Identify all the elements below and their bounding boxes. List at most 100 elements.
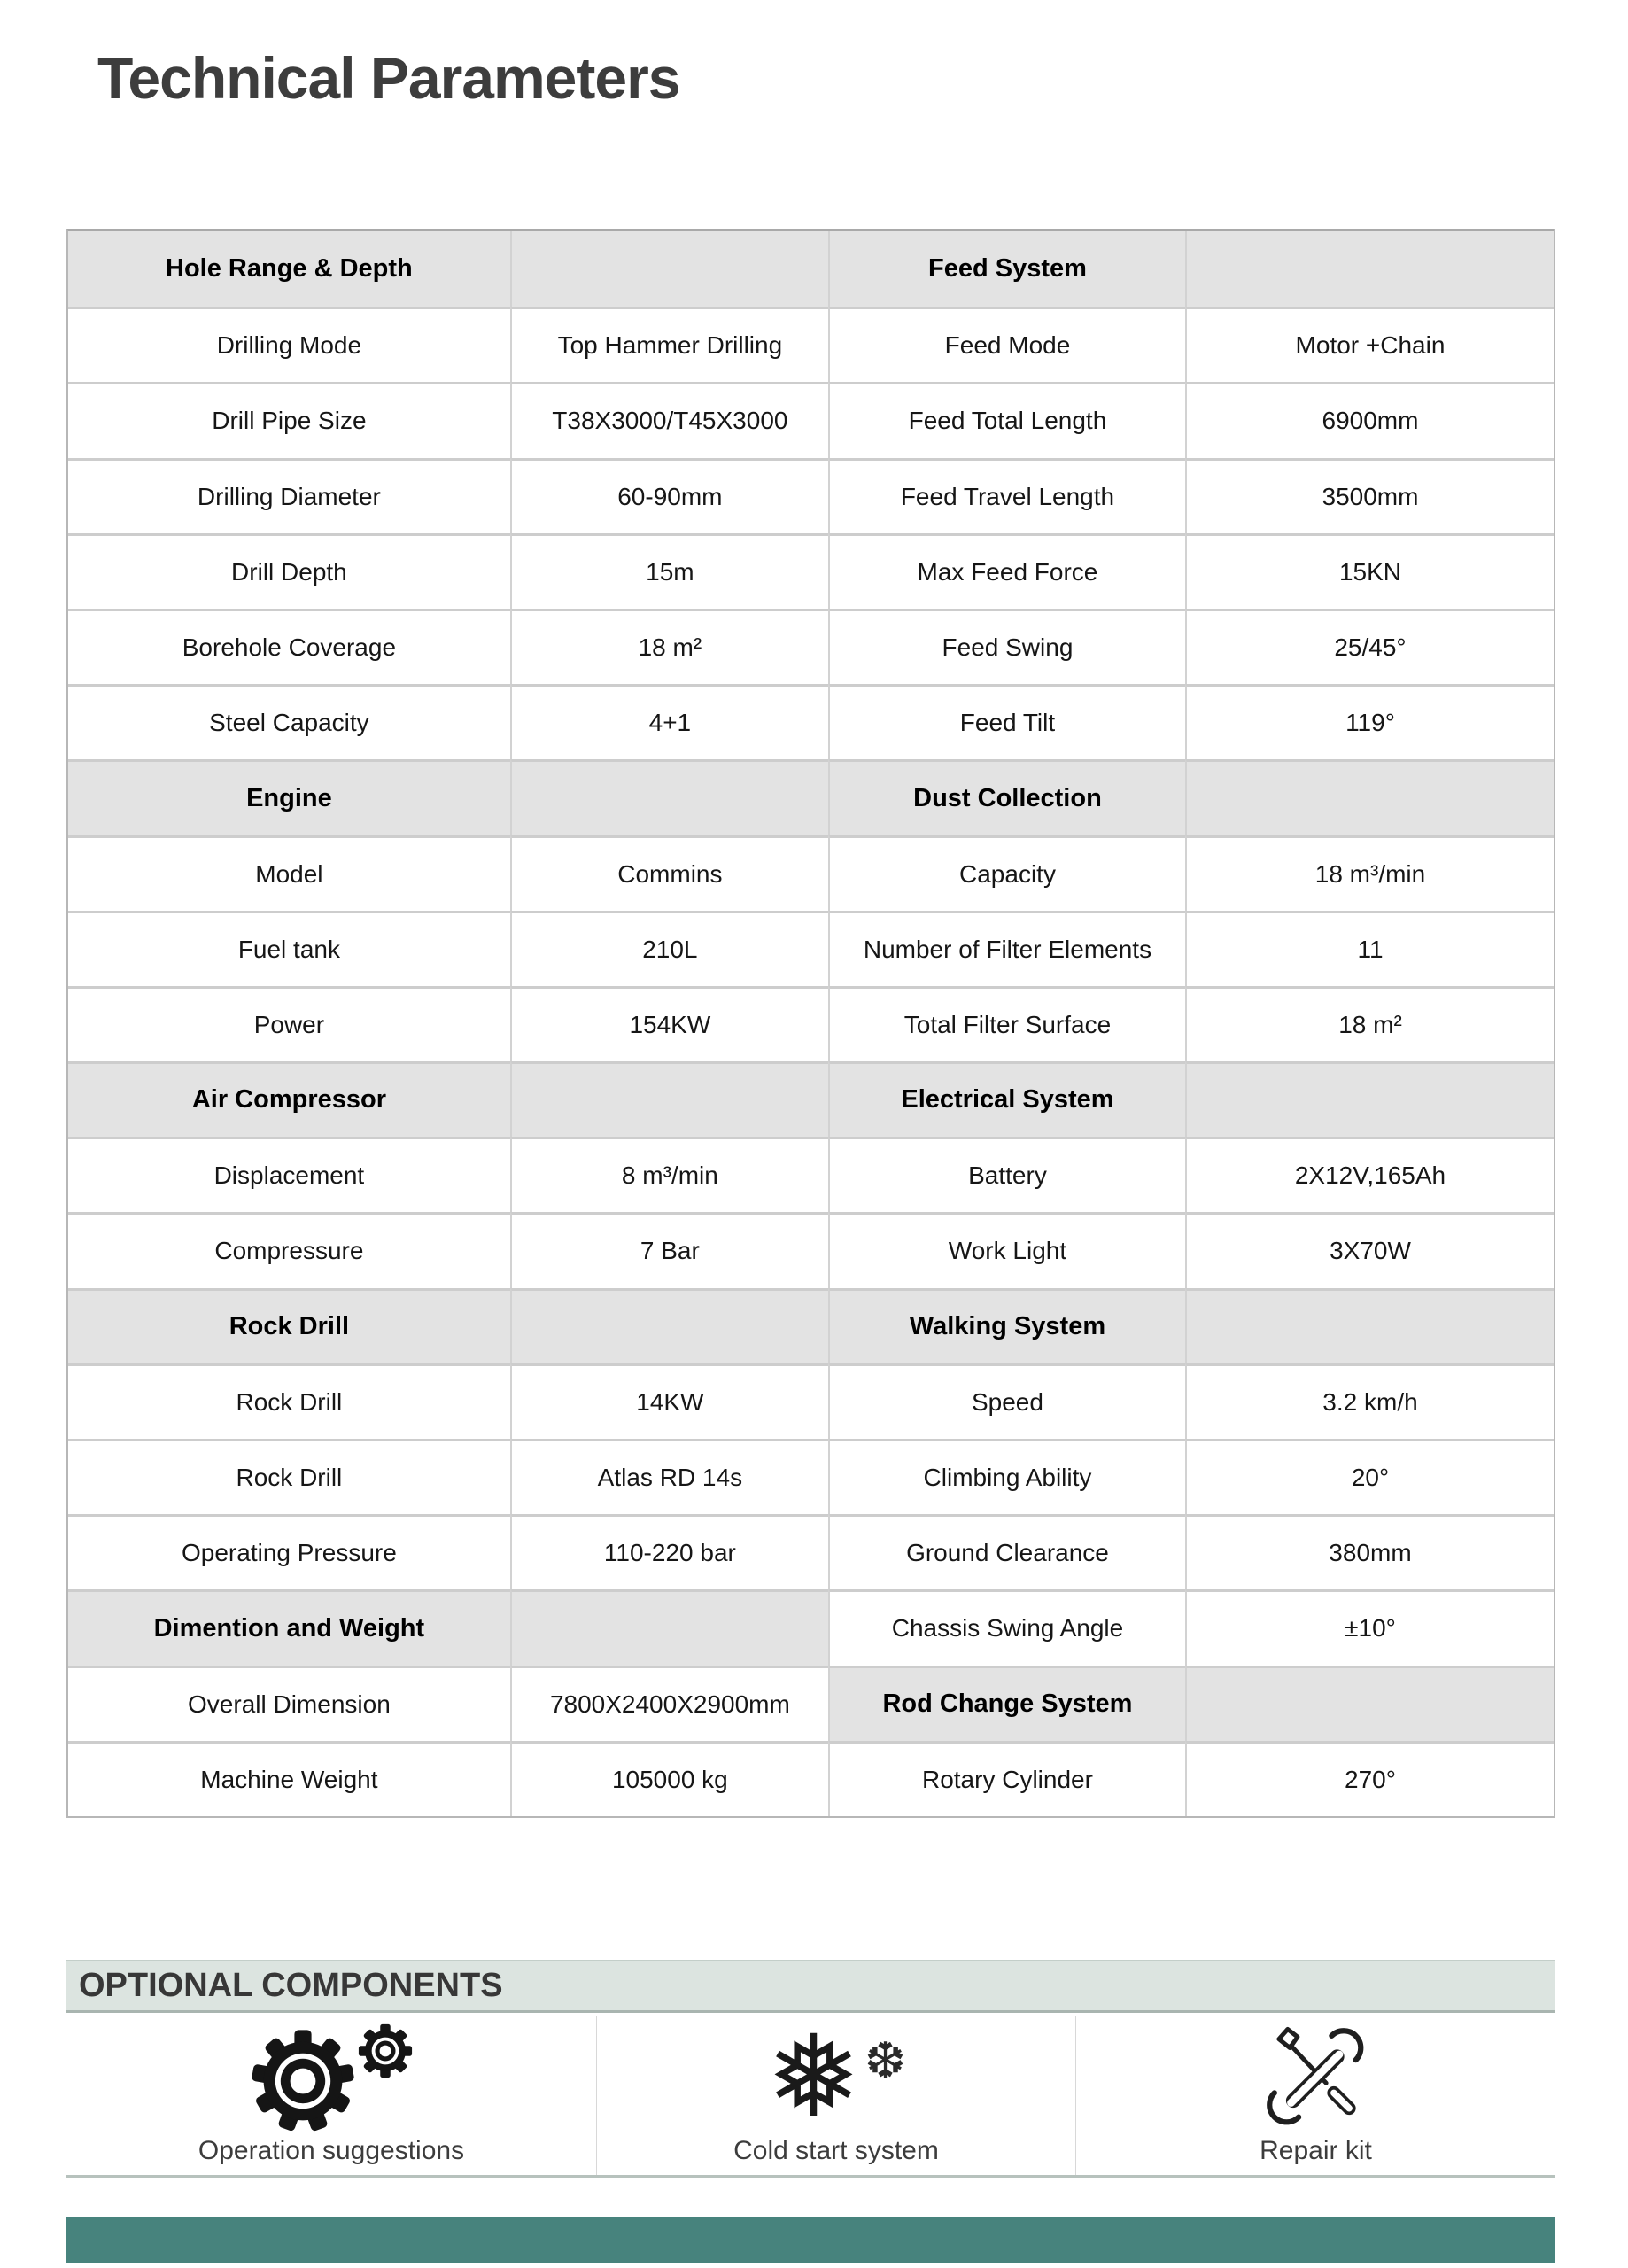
section-header-cell (509, 1287, 828, 1363)
spec-table: Hole Range & Depth Feed System Drilling Mo… (66, 229, 1555, 1818)
section-header-cell (509, 1589, 828, 1666)
spec-cell: 210L (509, 910, 828, 986)
spec-cell: ±10° (1184, 1589, 1554, 1666)
spec-cell: Feed Travel Length (827, 457, 1185, 533)
spec-cell: 18 m² (1184, 985, 1554, 1062)
spec-cell: Top Hammer Drilling (509, 307, 828, 383)
spec-cell: Feed Mode (827, 307, 1185, 383)
optional-item-cold-start-system: ❅ ❆ Cold start system (596, 2016, 1075, 2175)
spec-cell: Atlas RD 14s (509, 1439, 828, 1515)
spec-cell: 18 m³/min (1184, 835, 1554, 911)
footer-accent-bar (66, 2217, 1555, 2263)
spec-cell: 11 (1184, 910, 1554, 986)
spec-cell: 18 m² (509, 608, 828, 685)
spec-cell: 15m (509, 532, 828, 609)
section-header-cell: Dust Collection (827, 759, 1185, 835)
section-header-cell: Feed System (827, 231, 1185, 307)
section-header-cell (1184, 1061, 1554, 1138)
spec-cell: Compressure (68, 1212, 510, 1287)
section-header-cell (1184, 231, 1554, 307)
spec-cell: Model (68, 835, 510, 911)
spec-cell: 14KW (509, 1363, 828, 1439)
spec-cell: Machine Weight (68, 1740, 510, 1816)
spec-cell: Rotary Cylinder (827, 1740, 1185, 1816)
section-header-cell (509, 231, 828, 307)
spec-cell: Feed Total Length (827, 382, 1185, 458)
spec-cell: 154KW (509, 985, 828, 1062)
section-header-cell: Engine (68, 759, 510, 835)
section-header-cell (1184, 1287, 1554, 1363)
optional-item-label: Repair kit (1260, 2136, 1372, 2165)
spec-cell: 3.2 km/h (1184, 1363, 1554, 1439)
spec-cell: Power (68, 985, 510, 1061)
section-header-cell: Rock Drill (68, 1287, 510, 1363)
section-header-cell: Air Compressor (68, 1061, 510, 1138)
section-header-cell (1184, 759, 1554, 835)
section-header-cell: Dimention and Weight (68, 1589, 510, 1666)
spec-cell: Borehole Coverage (68, 608, 510, 684)
section-header-cell: Hole Range & Depth (68, 231, 510, 307)
spec-cell: 3X70W (1184, 1212, 1554, 1288)
optional-item-label: Cold start system (733, 2136, 939, 2165)
spec-cell: 7 Bar (509, 1212, 828, 1288)
spec-cell: Capacity (827, 835, 1185, 911)
spec-cell: Displacement (68, 1137, 510, 1212)
spec-cell: Drilling Mode (68, 307, 510, 382)
section-header-cell: Electrical System (827, 1061, 1185, 1138)
spec-cell: Work Light (827, 1212, 1185, 1288)
spec-cell: 119° (1184, 684, 1554, 760)
spec-cell: Drilling Diameter (68, 457, 510, 533)
spec-cell: Motor +Chain (1184, 307, 1554, 383)
section-header-cell (509, 1061, 828, 1138)
spec-cell: 20° (1184, 1439, 1554, 1515)
section-header-cell (1184, 1665, 1554, 1741)
optional-item-operation-suggestions: Operation suggestions (66, 2016, 596, 2175)
spec-cell: Rock Drill (68, 1363, 510, 1439)
spec-cell: Speed (827, 1363, 1185, 1439)
spec-cell: 380mm (1184, 1514, 1554, 1590)
section-header-cell: Rod Change System (827, 1665, 1185, 1741)
snowflake-small-icon: ❆ (864, 2032, 907, 2090)
spec-cell: 4+1 (509, 684, 828, 760)
spec-cell: Max Feed Force (827, 532, 1185, 609)
spec-cell: 105000 kg (509, 1740, 828, 1816)
optional-item-label: Operation suggestions (198, 2136, 465, 2165)
gear-large-icon (251, 2030, 354, 2132)
optional-components-banner: OPTIONAL COMPONENTS (66, 1960, 1555, 2013)
spec-cell: Drill Pipe Size (68, 382, 510, 457)
spec-cell: Rock Drill (68, 1439, 510, 1514)
spec-cell: Fuel tank (68, 910, 510, 986)
optional-components-title: OPTIONAL COMPONENTS (79, 1967, 503, 2004)
spec-cell: Ground Clearance (827, 1514, 1185, 1590)
spec-cell: Climbing Ability (827, 1439, 1185, 1515)
spec-cell: Feed Swing (827, 608, 1185, 685)
spec-cell: Operating Pressure (68, 1514, 510, 1589)
page-title: Technical Parameters (97, 45, 680, 111)
spec-cell: 8 m³/min (509, 1137, 828, 1213)
repair-kit-icon (1261, 2021, 1371, 2134)
spec-cell: Number of Filter Elements (827, 910, 1185, 986)
spec-cell: 110-220 bar (509, 1514, 828, 1590)
section-header-cell: Walking System (827, 1287, 1185, 1363)
wrench-screwdriver-icon (1266, 2026, 1363, 2125)
spec-cell: Total Filter Surface (827, 985, 1185, 1062)
spec-cell: 2X12V,165Ah (1184, 1137, 1554, 1213)
spec-cell: Battery (827, 1137, 1185, 1213)
optional-components-row: Operation suggestions ❅ ❆ Cold start sys… (66, 2016, 1555, 2178)
spec-cell: Steel Capacity (68, 684, 510, 759)
spec-cell: 270° (1184, 1740, 1554, 1816)
spec-cell: 25/45° (1184, 608, 1554, 685)
spec-cell: Commins (509, 835, 828, 911)
gears-icon (250, 2021, 414, 2134)
optional-item-repair-kit: Repair kit (1075, 2016, 1555, 2175)
spec-cell: Feed Tilt (827, 684, 1185, 760)
spec-cell: Overall Dimension (68, 1665, 510, 1741)
spec-cell: 7800X2400X2900mm (509, 1665, 828, 1741)
spec-cell: 60-90mm (509, 457, 828, 533)
gear-small-icon (358, 2023, 412, 2078)
snowflake-large-icon: ❅ (765, 2011, 862, 2143)
section-header-cell (509, 759, 828, 835)
spec-cell: 3500mm (1184, 457, 1554, 533)
spec-cell: T38X3000/T45X3000 (509, 382, 828, 458)
